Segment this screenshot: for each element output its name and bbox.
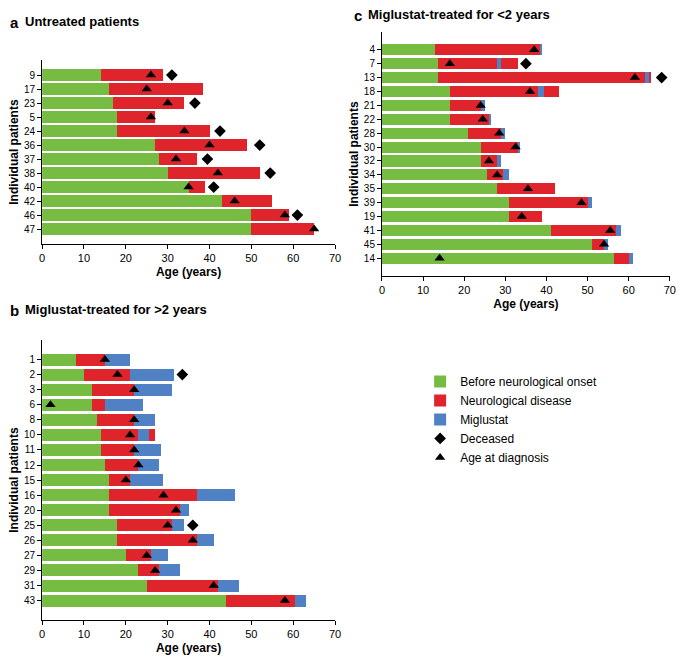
svg-text:11: 11 <box>25 444 36 455</box>
svg-text:43: 43 <box>24 595 36 606</box>
svg-text:20: 20 <box>24 505 36 516</box>
svg-text:70: 70 <box>329 628 341 640</box>
svg-text:Age (years): Age (years) <box>156 265 221 279</box>
svg-text:16: 16 <box>24 490 36 501</box>
svg-text:36: 36 <box>24 140 36 151</box>
svg-text:1: 1 <box>30 354 36 365</box>
svg-text:28: 28 <box>364 128 376 139</box>
svg-text:40: 40 <box>24 182 36 193</box>
svg-text:Neurological disease: Neurological disease <box>460 394 572 408</box>
svg-text:5: 5 <box>30 112 36 123</box>
svg-text:6: 6 <box>30 399 36 410</box>
svg-text:0: 0 <box>379 284 385 296</box>
svg-text:18: 18 <box>364 86 376 97</box>
svg-text:13: 13 <box>364 72 376 83</box>
svg-text:47: 47 <box>24 224 36 235</box>
svg-text:Deceased: Deceased <box>460 432 514 446</box>
svg-text:41: 41 <box>364 225 376 236</box>
svg-text:60: 60 <box>287 628 299 640</box>
svg-text:20: 20 <box>120 252 132 264</box>
svg-text:c: c <box>354 7 362 24</box>
svg-text:45: 45 <box>364 239 376 250</box>
svg-text:3: 3 <box>30 384 36 395</box>
svg-text:31: 31 <box>24 580 36 591</box>
svg-text:38: 38 <box>24 168 36 179</box>
svg-text:26: 26 <box>24 535 36 546</box>
svg-text:70: 70 <box>664 284 676 296</box>
svg-text:50: 50 <box>245 628 257 640</box>
svg-text:27: 27 <box>24 550 36 561</box>
svg-text:10: 10 <box>78 628 90 640</box>
svg-text:39: 39 <box>364 197 376 208</box>
svg-text:21: 21 <box>364 100 376 111</box>
svg-text:10: 10 <box>24 429 36 440</box>
svg-text:50: 50 <box>581 284 593 296</box>
svg-text:a: a <box>10 14 19 31</box>
svg-text:Individual patients: Individual patients <box>7 427 21 533</box>
svg-text:Miglustat: Miglustat <box>460 413 509 427</box>
svg-text:19: 19 <box>364 211 376 222</box>
svg-text:24: 24 <box>24 126 36 137</box>
svg-text:30: 30 <box>162 628 174 640</box>
svg-text:23: 23 <box>24 98 36 109</box>
svg-text:0: 0 <box>39 252 45 264</box>
svg-text:15: 15 <box>24 475 36 486</box>
svg-text:30: 30 <box>364 142 376 153</box>
svg-text:20: 20 <box>458 284 470 296</box>
svg-text:22: 22 <box>364 114 376 125</box>
svg-text:8: 8 <box>30 414 36 425</box>
svg-text:10: 10 <box>78 252 90 264</box>
svg-text:Age (years): Age (years) <box>493 297 558 311</box>
svg-text:4: 4 <box>369 44 375 55</box>
svg-text:7: 7 <box>369 58 375 69</box>
svg-text:70: 70 <box>329 252 341 264</box>
svg-text:46: 46 <box>24 210 36 221</box>
svg-text:Individual patients: Individual patients <box>347 101 361 207</box>
svg-text:Before neurological onset: Before neurological onset <box>460 375 597 389</box>
svg-text:37: 37 <box>24 154 36 165</box>
svg-text:60: 60 <box>287 252 299 264</box>
svg-text:60: 60 <box>623 284 635 296</box>
svg-text:Age (years): Age (years) <box>156 641 221 655</box>
svg-text:42: 42 <box>24 196 36 207</box>
svg-text:40: 40 <box>540 284 552 296</box>
svg-text:50: 50 <box>245 252 257 264</box>
svg-text:9: 9 <box>30 70 36 81</box>
svg-text:29: 29 <box>24 565 36 576</box>
svg-text:Individual patients: Individual patients <box>7 99 21 205</box>
svg-text:Age at diagnosis: Age at diagnosis <box>460 451 549 465</box>
svg-text:20: 20 <box>120 628 132 640</box>
svg-text:40: 40 <box>203 628 215 640</box>
svg-text:30: 30 <box>162 252 174 264</box>
svg-text:30: 30 <box>499 284 511 296</box>
svg-text:10: 10 <box>417 284 429 296</box>
svg-text:12: 12 <box>24 460 36 471</box>
svg-text:32: 32 <box>364 155 376 166</box>
svg-text:Miglustat-treated for <2 years: Miglustat-treated for <2 years <box>368 7 550 22</box>
svg-text:Miglustat-treated for >2 years: Miglustat-treated for >2 years <box>25 302 207 317</box>
svg-text:Untreated patients: Untreated patients <box>25 14 139 29</box>
svg-text:40: 40 <box>203 252 215 264</box>
svg-text:2: 2 <box>30 369 36 380</box>
svg-text:25: 25 <box>24 520 36 531</box>
svg-text:b: b <box>10 302 19 319</box>
svg-text:34: 34 <box>364 169 376 180</box>
svg-text:35: 35 <box>364 183 376 194</box>
svg-text:17: 17 <box>24 84 36 95</box>
svg-text:0: 0 <box>39 628 45 640</box>
svg-text:14: 14 <box>364 253 376 264</box>
